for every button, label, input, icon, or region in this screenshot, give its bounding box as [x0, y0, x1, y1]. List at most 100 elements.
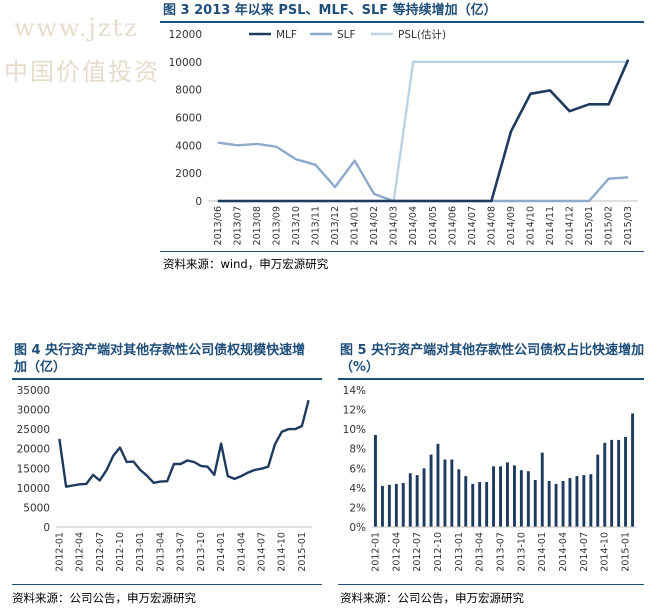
f4-x-tick-label: 2014-04	[236, 532, 247, 572]
figure-3-bottom-rule	[160, 251, 644, 252]
f4-x-tick-label: 2013-07	[176, 532, 187, 572]
figure-5-bottom-rule	[338, 584, 644, 585]
f3-legend-label: PSL(估计)	[398, 28, 446, 41]
f4-x-tick-label: 2012-07	[95, 532, 106, 572]
f5-bar	[471, 483, 475, 527]
f3-x-tick-label: 2015/03	[623, 206, 634, 245]
f3-x-tick-label: 2014/08	[486, 206, 497, 245]
f4-x-tick-label: 2014-01	[216, 532, 227, 572]
f5-x-tick-label: 2013-01	[454, 532, 465, 572]
f3-x-tick-label: 2014/02	[369, 206, 380, 245]
f5-bar	[401, 483, 405, 527]
f3-x-tick-label: 2013/10	[291, 206, 302, 245]
f3-y-tick-label: 8000	[175, 85, 202, 97]
f5-bar	[394, 483, 398, 527]
f5-bar	[387, 484, 391, 527]
figure-4-title-line2: 加（亿）	[14, 360, 67, 375]
f3-series-line-mlf	[217, 59, 630, 203]
f4-y-tick-label: 35000	[17, 385, 50, 397]
f4-x-tick-label: 2014-10	[277, 532, 288, 572]
f3-x-tick-label: 2014/11	[545, 206, 556, 245]
f3-x-tick-label: 2015/02	[604, 206, 615, 245]
f5-bar	[617, 439, 621, 527]
f5-bar	[408, 473, 412, 527]
f5-y-tick-label: 6%	[349, 463, 366, 475]
f3-y-tick-label: 6000	[175, 113, 202, 125]
f3-x-tick-label: 2014/04	[408, 206, 419, 245]
f5-x-tick-label: 2012-04	[391, 532, 402, 572]
f4-y-tick-label: 0	[43, 522, 50, 534]
figure-3-title: 图 3 2013 年以来 PSL、MLF、SLF 等持续增加（亿）	[163, 3, 497, 18]
f5-x-tick-label: 2012-07	[412, 532, 423, 572]
figure-3-top-rule	[160, 21, 644, 23]
f3-x-tick-label: 2014/09	[506, 206, 517, 245]
f5-bar	[436, 443, 440, 527]
f5-bar	[526, 471, 530, 527]
f4-y-tick-label: 5000	[23, 502, 50, 514]
f4-x-tick-label: 2012-01	[54, 532, 65, 572]
f5-y-tick-label: 4%	[349, 483, 366, 495]
f5-y-tick-label: 12%	[343, 405, 366, 417]
figure-4-source: 资料来源：公司公告，申万宏源研究	[12, 591, 196, 605]
figure-5-title-line1: 图 5 央行资产端对其他存款性公司债权占比快速增加	[340, 343, 645, 358]
f5-x-tick-label: 2013-04	[475, 532, 486, 572]
f3-x-tick-label: 2014/03	[389, 206, 400, 245]
f5-bar	[533, 480, 537, 527]
f5-bar	[422, 468, 426, 527]
f5-bar	[443, 459, 447, 527]
f4-x-tick-label: 2014-07	[256, 532, 267, 572]
f5-bar	[519, 470, 523, 527]
f5-x-tick-label: 2012-10	[433, 532, 444, 572]
f4-series-line	[58, 399, 310, 488]
f5-bar	[561, 481, 565, 527]
f4-x-tick-label: 2012-04	[75, 532, 86, 572]
f3-x-tick-label: 2014/07	[467, 206, 478, 245]
f5-bar	[513, 465, 516, 527]
f5-bar	[610, 439, 614, 527]
f3-x-tick-label: 2013/06	[213, 206, 224, 245]
f5-bar	[596, 454, 600, 527]
f5-x-tick-label: 2012-01	[370, 532, 381, 572]
f3-x-tick-label: 2013/11	[311, 206, 322, 245]
f3-x-tick-label: 2013/09	[271, 206, 282, 245]
f5-y-tick-label: 14%	[343, 385, 366, 397]
f5-bar	[547, 481, 551, 527]
f5-bar	[540, 452, 544, 527]
f3-y-tick-label: 4000	[175, 140, 202, 152]
f3-legend-label: SLF	[337, 29, 356, 41]
f5-bar	[631, 413, 634, 527]
figure-3-source: 资料来源：wind，申万宏源研究	[163, 257, 329, 271]
f5-y-tick-label: 2%	[349, 502, 366, 514]
f3-x-tick-label: 2013/12	[330, 206, 341, 245]
f5-bar	[575, 476, 579, 527]
f4-x-tick-label: 2015-01	[297, 532, 308, 572]
figure-5-source: 资料来源：公司公告，申万宏源研究	[340, 591, 524, 605]
f4-x-tick-label: 2012-10	[115, 532, 126, 572]
f3-x-tick-label: 2014/10	[526, 206, 537, 245]
f5-x-tick-label: 2013-10	[516, 532, 527, 572]
f5-x-tick-label: 2014-01	[537, 532, 548, 572]
f5-bar	[582, 475, 586, 527]
figure-4-title-line1: 图 4 央行资产端对其他存款性公司债权规模快速增	[14, 343, 306, 358]
f5-y-tick-label: 0%	[349, 522, 366, 534]
f4-y-tick-label: 15000	[17, 463, 50, 475]
f3-series-line-slf	[217, 141, 629, 203]
f5-bar	[603, 442, 607, 527]
figure-4-top-rule	[12, 378, 322, 380]
f3-y-tick-label: 10000	[169, 57, 202, 69]
f4-y-tick-label: 30000	[17, 405, 50, 417]
f5-bar	[568, 478, 572, 527]
f5-y-tick-label: 8%	[349, 444, 366, 456]
f3-x-tick-label: 2014/06	[447, 206, 458, 245]
f5-bar	[499, 466, 502, 527]
figure-5-top-rule	[338, 378, 644, 380]
f3-x-tick-label: 2014/05	[428, 206, 439, 245]
f5-bar	[589, 474, 593, 527]
f5-bar	[624, 437, 627, 527]
f5-bar	[450, 459, 454, 527]
f4-y-tick-label: 10000	[17, 483, 50, 495]
f5-bar	[464, 476, 468, 527]
f3-x-tick-label: 2013/08	[252, 206, 263, 245]
f3-x-tick-label: 2014/01	[350, 206, 361, 245]
